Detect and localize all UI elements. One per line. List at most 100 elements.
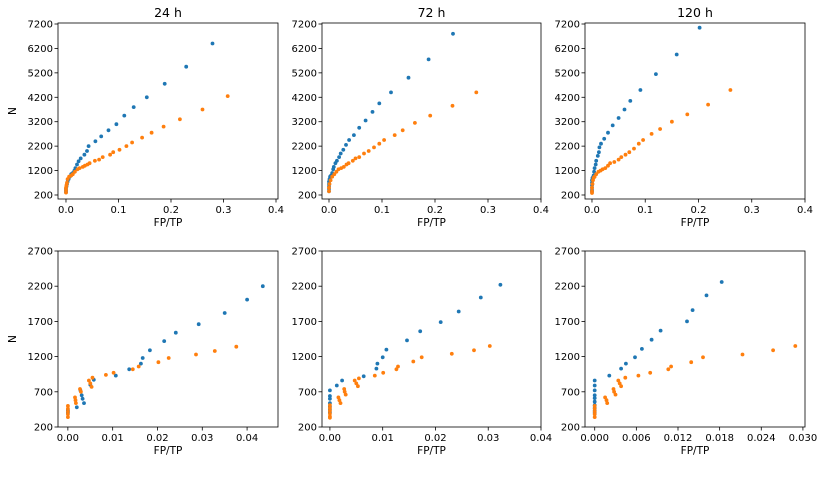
x-tick-label: 0.2 [163, 205, 179, 216]
data-point [740, 352, 745, 357]
y-tick-label: 5200 [292, 68, 317, 79]
data-point [592, 388, 597, 393]
series-2 [328, 344, 492, 420]
data-point [592, 415, 597, 419]
series-2 [327, 90, 479, 194]
data-point [613, 392, 618, 397]
y-tick-label: 2200 [555, 282, 580, 293]
data-point [632, 146, 636, 151]
data-point [627, 150, 632, 155]
y-tick-label: 2200 [555, 142, 580, 153]
y-tick-label: 6200 [28, 44, 53, 55]
data-point [685, 319, 689, 324]
axes-frame [584, 22, 806, 200]
data-point [100, 155, 105, 160]
data-point [377, 141, 382, 146]
data-point [327, 182, 332, 186]
data-point [592, 404, 597, 408]
y-tick-label: 3200 [28, 117, 53, 128]
data-point [590, 191, 594, 195]
data-point [336, 167, 341, 172]
data-point [719, 280, 724, 284]
y-tick-label: 2700 [292, 247, 317, 258]
series-1 [64, 41, 215, 195]
y-tick-label: 5200 [28, 68, 53, 79]
data-point [328, 406, 332, 410]
data-point [590, 185, 594, 190]
data-point [130, 140, 135, 145]
data-point [669, 364, 673, 369]
data-point [597, 145, 602, 150]
data-point [418, 329, 423, 334]
subplot-title: 24 h [154, 5, 182, 20]
data-point [328, 396, 332, 401]
data-point [392, 133, 397, 138]
data-point [728, 88, 733, 92]
series-2 [64, 94, 230, 195]
data-point [610, 123, 615, 128]
data-point [124, 144, 129, 149]
series-2 [66, 344, 239, 419]
y-tick-label: 700 [34, 387, 53, 398]
data-point [336, 395, 341, 400]
data-point [413, 121, 417, 125]
data-point [406, 75, 411, 80]
data-point [419, 355, 424, 360]
x-tick-label: 0.0 [584, 205, 600, 216]
data-point [260, 284, 265, 289]
data-point [428, 113, 433, 118]
data-point [377, 101, 382, 106]
y-tick-label: 7200 [292, 20, 317, 31]
data-point [599, 141, 603, 146]
data-point [73, 395, 77, 400]
subplot-5: 0.00 0.01 0.02 0.03 0.04 200 700 1200 1700 2200 27… [292, 247, 553, 458]
data-point [327, 189, 331, 194]
x-tick-label: 0.00 [57, 433, 79, 444]
series-1 [327, 31, 455, 194]
data-point [638, 88, 643, 92]
data-point [89, 385, 94, 389]
data-point [354, 381, 359, 386]
axes-frame [321, 250, 542, 428]
x-tick-label: 0.03 [477, 433, 499, 444]
data-point [80, 165, 85, 169]
data-point [161, 124, 166, 129]
data-point [66, 409, 70, 414]
data-point [162, 339, 167, 343]
data-point [178, 117, 182, 122]
data-point [616, 157, 621, 162]
data-point [382, 138, 386, 142]
data-point [478, 295, 483, 300]
data-point [140, 135, 145, 140]
data-point [76, 159, 81, 164]
data-point [372, 373, 377, 378]
x-axis-label: FP/TP [681, 217, 710, 229]
axes-frame [584, 250, 806, 428]
data-point [456, 309, 461, 314]
data-point [592, 396, 597, 400]
data-point [690, 308, 695, 312]
data-point [389, 90, 393, 95]
data-point [66, 415, 70, 419]
data-point [623, 152, 628, 157]
x-tick-label: 0.03 [191, 433, 213, 444]
y-tick-label: 700 [298, 387, 317, 398]
y-tick-label: 200 [34, 423, 53, 434]
data-point [649, 337, 654, 342]
data-point [353, 156, 358, 161]
x-tick-label: 0.2 [427, 205, 443, 216]
data-point [99, 134, 104, 139]
data-point [66, 404, 70, 408]
data-point [658, 127, 662, 131]
data-point [396, 364, 400, 369]
data-point [592, 399, 597, 404]
data-point [332, 172, 337, 177]
x-tick-label: 0.4 [268, 205, 284, 216]
data-point [426, 57, 431, 62]
data-point [374, 366, 379, 371]
y-tick-label: 200 [561, 423, 580, 434]
data-point [328, 403, 332, 408]
data-point [93, 158, 97, 163]
data-point [210, 41, 215, 46]
data-point [337, 155, 341, 160]
